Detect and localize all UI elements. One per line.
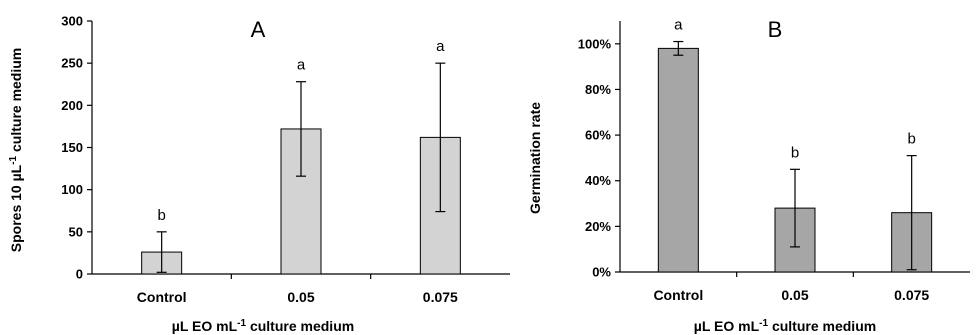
panel-b-chart: B 0%20%40%60%80%100%aControlb0.05b0.075 … — [527, 17, 970, 334]
panel-a-label: A — [251, 17, 266, 42]
panel-b-category-label: 0.05 — [781, 287, 808, 303]
panel-b-y-tick-label: 80% — [585, 82, 611, 97]
panel-a-category-label: Control — [137, 289, 187, 305]
panel-a-y-tick-label: 0 — [76, 267, 83, 282]
panel-b-y-tick-label: 60% — [585, 128, 611, 143]
panel-a-y-tick-label: 300 — [61, 14, 83, 29]
panel-b-y-tick-label: 100% — [578, 36, 612, 51]
panel-a-significance-label: a — [436, 38, 445, 55]
panel-b-significance-label: a — [674, 17, 683, 34]
panel-b-y-tick-label: 20% — [585, 219, 611, 234]
panel-a-category-label: 0.05 — [287, 289, 314, 305]
panel-b-bar — [657, 47, 699, 273]
panel-b-significance-label: b — [791, 144, 799, 161]
panel-a-y-tick-label: 100 — [61, 182, 83, 197]
panel-b-category-label: 0.075 — [894, 287, 929, 303]
panel-b-label: B — [768, 17, 783, 42]
panel-a-significance-label: b — [157, 207, 165, 224]
panel-b-y-tick-label: 0% — [592, 265, 611, 280]
panel-a-significance-label: a — [297, 57, 306, 74]
panel-a-plot-area: 0 50 100 150 200 250 300 b Control a 0.05 a 0.075 — [61, 14, 510, 305]
panel-a-category-label: 0.075 — [423, 289, 458, 305]
panel-b-y-tick-label: 40% — [585, 173, 611, 188]
panel-b-significance-label: b — [907, 131, 915, 148]
panel-a-y-tick-label: 50 — [69, 224, 83, 239]
panel-a-y-axis-label: Spores 10 µL-1 culture medium — [8, 48, 24, 252]
panel-b-category-label: Control — [653, 287, 703, 303]
panel-b-x-axis-label: µL EO mL-1 culture medium — [694, 318, 876, 334]
panel-a-y-tick-label: 200 — [61, 98, 83, 113]
panel-a-y-tick-label: 150 — [61, 140, 83, 155]
panel-a-y-tick-label: 250 — [61, 56, 83, 71]
panel-a-x-axis-label: µL EO mL-1 culture medium — [172, 318, 354, 334]
panel-b-plot-area: 0% 20% 40% 60% 80% 100% a Control b 0.05 b 0.075 — [578, 17, 970, 303]
panel-a-chart: A 050100150200250300bControla0.05a0.075 … — [8, 14, 510, 334]
panel-b-y-axis-label: Germination rate — [527, 102, 543, 214]
